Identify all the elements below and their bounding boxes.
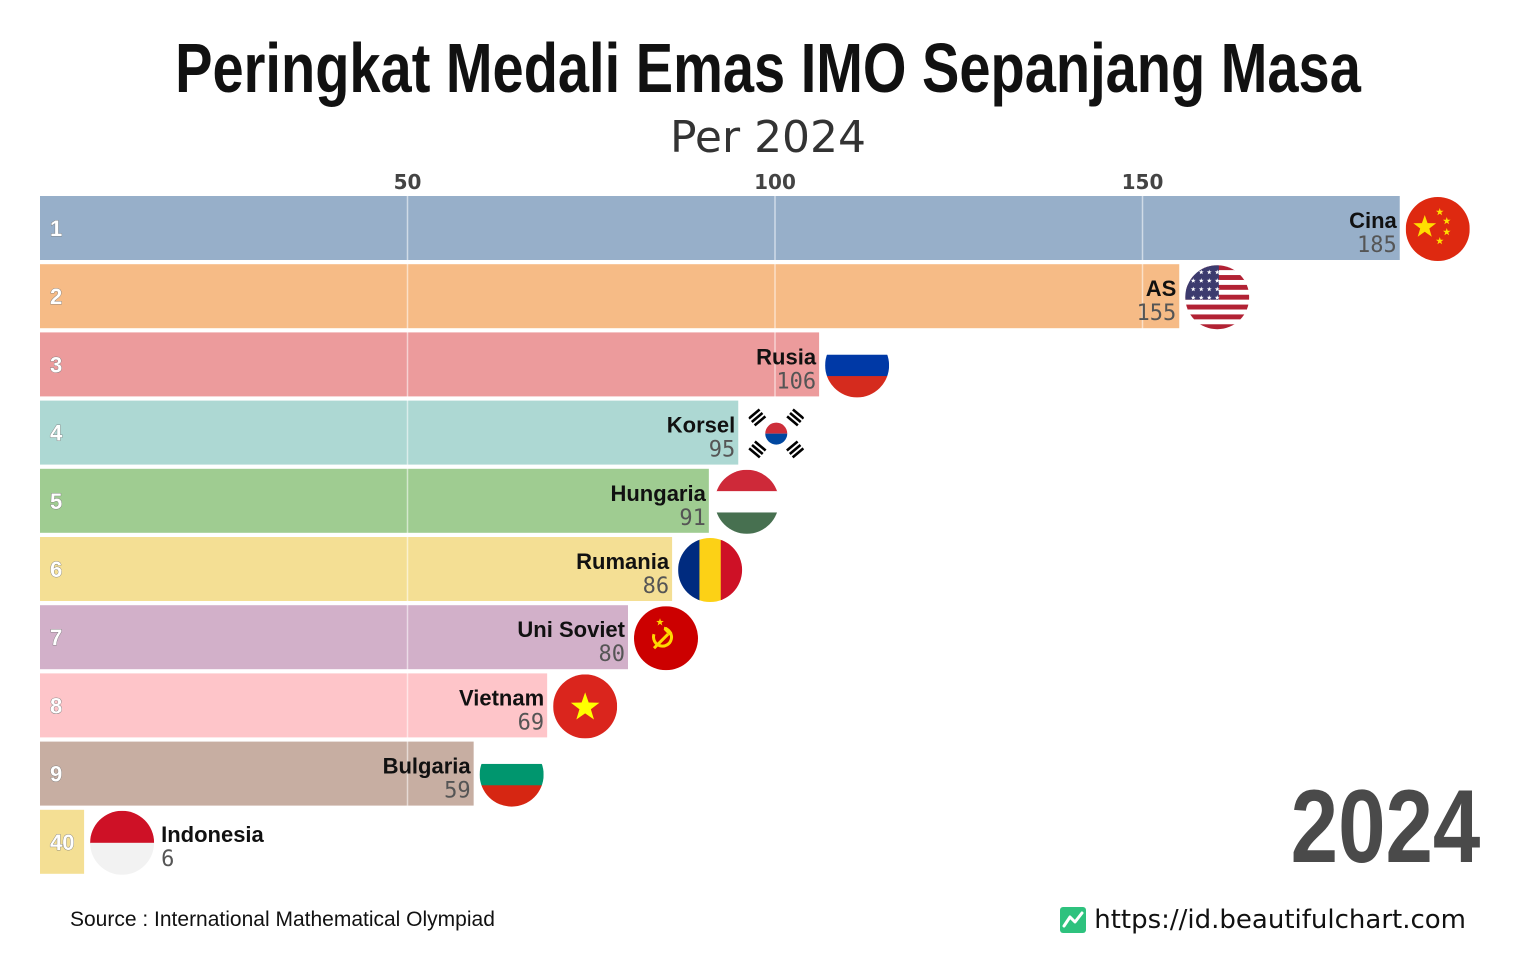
rank-label: 1: [50, 216, 62, 241]
year-label: 2024: [1290, 769, 1480, 885]
bar: [40, 537, 673, 601]
bar: [40, 400, 739, 465]
rank-label: 8: [50, 693, 62, 718]
soviet-union-flag-icon: [634, 606, 698, 671]
rank-label: 7: [50, 625, 62, 650]
beautifulchart-logo-icon: [1060, 907, 1087, 933]
bars-layer: [40, 196, 1400, 874]
country-name-label: Rusia: [756, 344, 817, 369]
bar: [40, 332, 820, 397]
bulgaria-flag-icon: [479, 742, 544, 807]
country-name-label: Hungaria: [610, 481, 706, 506]
value-label: 6: [161, 847, 174, 872]
hungary-flag-icon: [714, 469, 779, 534]
value-label: 95: [709, 438, 736, 463]
value-label: 69: [518, 710, 545, 735]
romania-flag-icon: [678, 538, 743, 602]
website-url[interactable]: https://id.beautifulchart.com: [1094, 905, 1466, 935]
value-label: 59: [444, 779, 471, 804]
chart-title: Peringkat Medali Emas IMO Sepanjang Masa: [175, 29, 1361, 107]
rank-label: 5: [50, 489, 62, 514]
value-label: 80: [599, 642, 626, 667]
country-name-label: Korsel: [667, 413, 735, 438]
rank-label: 3: [50, 352, 62, 377]
south-korea-flag-icon: [744, 401, 809, 466]
russia-flag-icon: [825, 333, 890, 398]
bar: [40, 809, 85, 874]
x-tick-label: 150: [1122, 170, 1164, 194]
rank-label: 9: [50, 762, 62, 787]
website-link[interactable]: https://id.beautifulchart.com: [1060, 905, 1466, 935]
country-name-label: AS: [1146, 276, 1177, 301]
value-label: 106: [776, 369, 816, 394]
source-text: Source : International Mathematical Olym…: [70, 908, 495, 931]
rank-label: 2: [50, 284, 62, 309]
country-name-label: Cina: [1349, 208, 1397, 233]
rank-label: 40: [50, 830, 74, 855]
rank-label: 4: [50, 421, 63, 446]
country-name-label: Indonesia: [161, 822, 264, 847]
country-name-label: Vietnam: [459, 685, 544, 710]
bar: [40, 673, 548, 738]
x-tick-label: 50: [394, 170, 422, 194]
bar: [40, 264, 1180, 329]
vietnam-flag-icon: [553, 674, 618, 739]
x-tick-label: 100: [754, 170, 796, 194]
country-name-label: Uni Soviet: [517, 617, 625, 642]
usa-flag-icon: [1185, 265, 1250, 330]
country-name-label: Rumania: [576, 549, 670, 574]
china-flag-icon: [1405, 197, 1470, 261]
value-label: 91: [679, 506, 706, 531]
bar: [40, 741, 474, 806]
value-label: 185: [1357, 233, 1397, 258]
bar: [40, 196, 1400, 260]
value-label: 155: [1137, 301, 1177, 326]
value-label: 86: [643, 574, 670, 599]
bar: [40, 605, 628, 670]
indonesia-flag-icon: [90, 810, 155, 875]
chart-subtitle: Per 2024: [669, 112, 867, 163]
country-name-label: Bulgaria: [383, 754, 472, 779]
bar: [40, 468, 709, 533]
rank-label: 6: [50, 557, 62, 582]
